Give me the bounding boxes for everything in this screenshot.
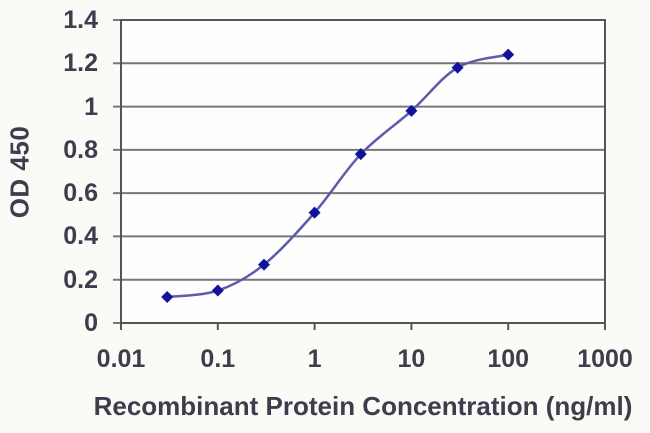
x-axis-title: Recombinant Protein Concentration (ng/ml… bbox=[93, 391, 633, 421]
data-point-marker bbox=[405, 104, 418, 117]
x-tick-label: 100 bbox=[487, 345, 530, 373]
x-tick-label: 1000 bbox=[577, 345, 633, 373]
y-tick-label: 0.8 bbox=[63, 135, 98, 164]
data-point-marker bbox=[308, 206, 321, 219]
y-tick-label: 0.4 bbox=[63, 222, 98, 251]
curve-line bbox=[167, 53, 509, 299]
data-point-marker bbox=[354, 148, 367, 161]
data-point-marker bbox=[211, 284, 224, 297]
data-point-marker bbox=[451, 61, 464, 74]
data-point-marker bbox=[257, 258, 270, 271]
x-tick-label: 10 bbox=[397, 345, 426, 373]
plot-background bbox=[121, 20, 605, 323]
x-tick-label: 0.01 bbox=[96, 345, 146, 373]
data-point-marker bbox=[502, 48, 515, 61]
x-tick-label: 0.1 bbox=[200, 345, 236, 373]
y-tick-label: 1.2 bbox=[63, 49, 98, 78]
y-tick-label: 0.2 bbox=[63, 265, 98, 294]
data-point-marker bbox=[161, 291, 174, 304]
plot-border bbox=[120, 19, 606, 324]
y-tick-label: 0.6 bbox=[63, 179, 98, 208]
x-tick-label: 1 bbox=[307, 345, 322, 373]
y-tick-label: 1.4 bbox=[63, 6, 98, 34]
y-tick-label: 0 bbox=[84, 309, 98, 337]
y-tick-label: 1 bbox=[84, 92, 98, 121]
